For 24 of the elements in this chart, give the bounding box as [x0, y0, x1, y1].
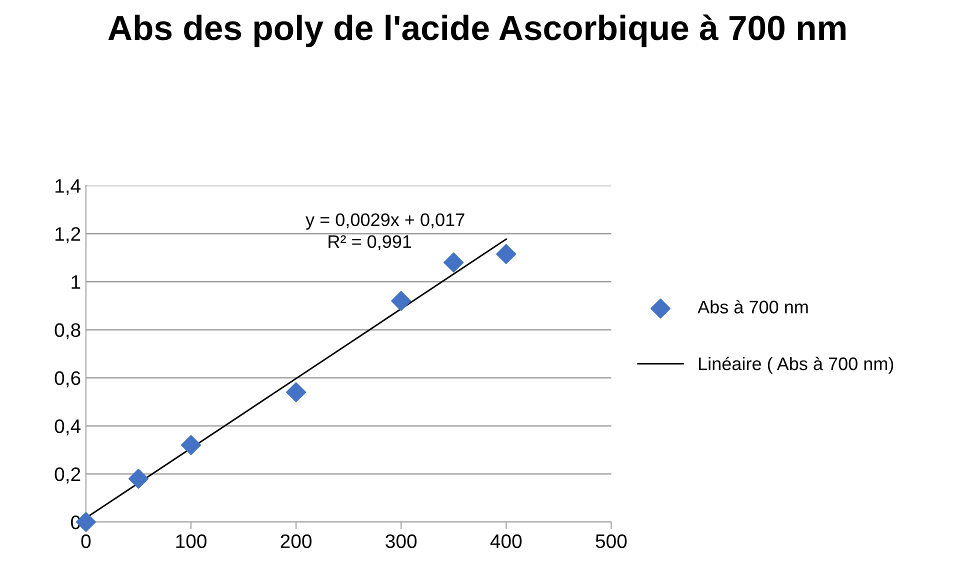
- x-tick-label: 500: [596, 534, 627, 548]
- point: [128, 468, 148, 489]
- x-tick-label: 300: [386, 534, 417, 548]
- legend-label: Abs à 700 nm: [698, 300, 808, 314]
- y-tick-label: 1,2: [56, 227, 80, 244]
- point: [180, 435, 202, 456]
- y-tick-label: 0,4: [54, 419, 81, 436]
- y-tick-label: 0,8: [54, 323, 80, 340]
- y-tick-label: 1,4: [56, 179, 81, 196]
- legend-label: Linéaire ( Abs à 700 nm): [699, 356, 894, 374]
- y-tick-label: 1: [72, 275, 80, 289]
- point: [286, 382, 306, 402]
- y-tick-label: 0,6: [54, 371, 80, 388]
- point: [496, 244, 516, 264]
- annotation: R² = 0,991: [328, 235, 412, 250]
- point: [444, 252, 464, 273]
- point: [391, 290, 412, 311]
- x-tick-label: 200: [280, 534, 312, 548]
- x-tick-label: 400: [490, 534, 522, 548]
- y-tick-label: 0,2: [54, 467, 80, 484]
- x-tick-label: 100: [176, 534, 206, 548]
- x-tick-label: 0: [81, 534, 91, 548]
- annotation: y = 0,0029x + 0,017: [306, 213, 464, 230]
- chart-title: Abs des poly de l'acide Ascorbique à 700 nm: [108, 14, 846, 48]
